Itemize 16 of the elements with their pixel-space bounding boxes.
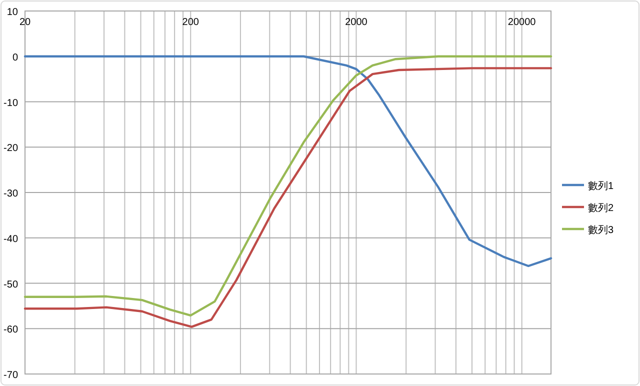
y-tick-label: -50 <box>4 279 18 290</box>
x-tick-label: 2000 <box>345 17 368 28</box>
y-tick-label: -30 <box>4 188 18 200</box>
y-tick-label: -60 <box>4 324 18 336</box>
legend-label: 數列2 <box>588 202 614 214</box>
y-tick-label: -10 <box>4 98 18 109</box>
legend-label: 數列3 <box>588 224 614 236</box>
x-tick-label: 200 <box>182 17 200 28</box>
y-tick-label: -40 <box>4 234 18 245</box>
x-tick-label: 20 <box>19 17 31 28</box>
x-tick-label: 20000 <box>508 17 536 28</box>
legend-label: 數列1 <box>588 180 614 192</box>
y-tick-label: -70 <box>4 370 18 381</box>
y-tick-label: 10 <box>6 7 18 18</box>
y-tick-label: -20 <box>4 143 18 154</box>
y-tick-label: 0 <box>12 52 18 64</box>
